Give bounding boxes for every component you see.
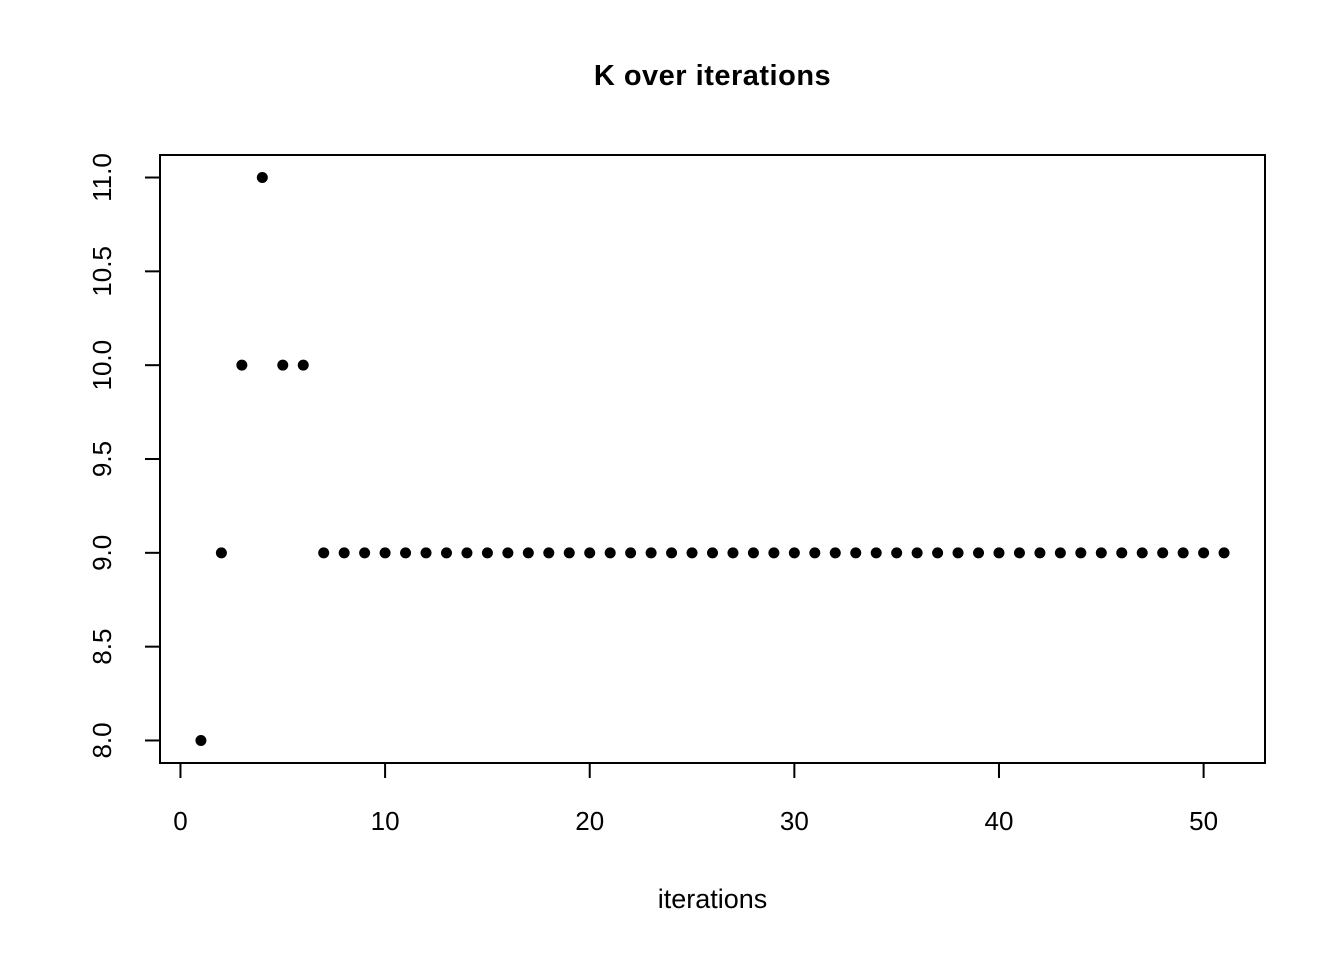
y-tick-label: 10.0 <box>87 340 117 391</box>
plot-box <box>159 154 1266 764</box>
data-point <box>747 547 759 559</box>
data-point <box>645 547 657 559</box>
data-point <box>1157 547 1169 559</box>
data-point <box>788 547 800 559</box>
x-axis-label: iterations <box>657 884 768 914</box>
data-point <box>911 547 923 559</box>
data-point <box>1116 547 1128 559</box>
data-point <box>400 547 412 559</box>
data-point <box>809 547 821 559</box>
data-point <box>891 547 903 559</box>
data-point <box>236 359 248 371</box>
data-point <box>195 734 207 746</box>
data-point <box>563 547 575 559</box>
data-point <box>604 547 616 559</box>
y-tick-label: 11.0 <box>87 153 117 202</box>
data-point <box>277 359 289 371</box>
data-point <box>727 547 739 559</box>
data-point <box>1136 547 1148 559</box>
y-tick-label: 10.5 <box>87 246 117 297</box>
data-point <box>973 547 985 559</box>
data-point <box>502 547 514 559</box>
data-point <box>543 547 555 559</box>
data-point <box>379 547 391 559</box>
data-point <box>707 547 718 559</box>
data-point <box>1013 547 1025 559</box>
data-point <box>666 547 678 559</box>
data-point <box>522 547 534 559</box>
x-tick-label: 0 <box>173 806 187 836</box>
data-point <box>584 547 596 559</box>
data-point <box>1075 547 1087 559</box>
data-point <box>993 547 1005 559</box>
data-point <box>215 547 227 559</box>
data-point <box>256 172 268 184</box>
chart-title: K over iterations <box>593 60 832 92</box>
y-tick-label: 8.0 <box>87 722 117 758</box>
data-point <box>829 547 841 559</box>
x-tick-label: 20 <box>575 806 604 836</box>
data-point <box>625 547 637 559</box>
data-point <box>870 547 882 559</box>
data-point <box>1218 547 1230 559</box>
data-point <box>338 547 350 559</box>
x-tick-label: 30 <box>780 806 809 836</box>
y-tick-label: 9.0 <box>87 535 117 571</box>
data-point <box>481 547 493 559</box>
data-point <box>420 547 432 559</box>
data-point <box>297 359 309 371</box>
x-tick-label: 50 <box>1189 806 1218 836</box>
data-point <box>1095 547 1107 559</box>
data-point <box>1034 547 1046 559</box>
data-point <box>850 547 862 559</box>
x-tick-label: 40 <box>985 806 1014 836</box>
data-point <box>440 547 452 559</box>
data-point <box>1177 547 1189 559</box>
data-point <box>461 547 473 559</box>
y-tick-label: 9.5 <box>87 441 117 477</box>
y-tick-label: 8.5 <box>87 629 117 665</box>
data-point <box>359 547 371 559</box>
data-point <box>1054 547 1066 559</box>
data-point <box>932 547 944 559</box>
data-point <box>952 547 964 559</box>
data-point <box>686 547 698 559</box>
data-point <box>318 547 330 559</box>
data-point <box>768 547 780 559</box>
data-point <box>1198 547 1210 559</box>
x-tick-label: 10 <box>371 806 400 836</box>
